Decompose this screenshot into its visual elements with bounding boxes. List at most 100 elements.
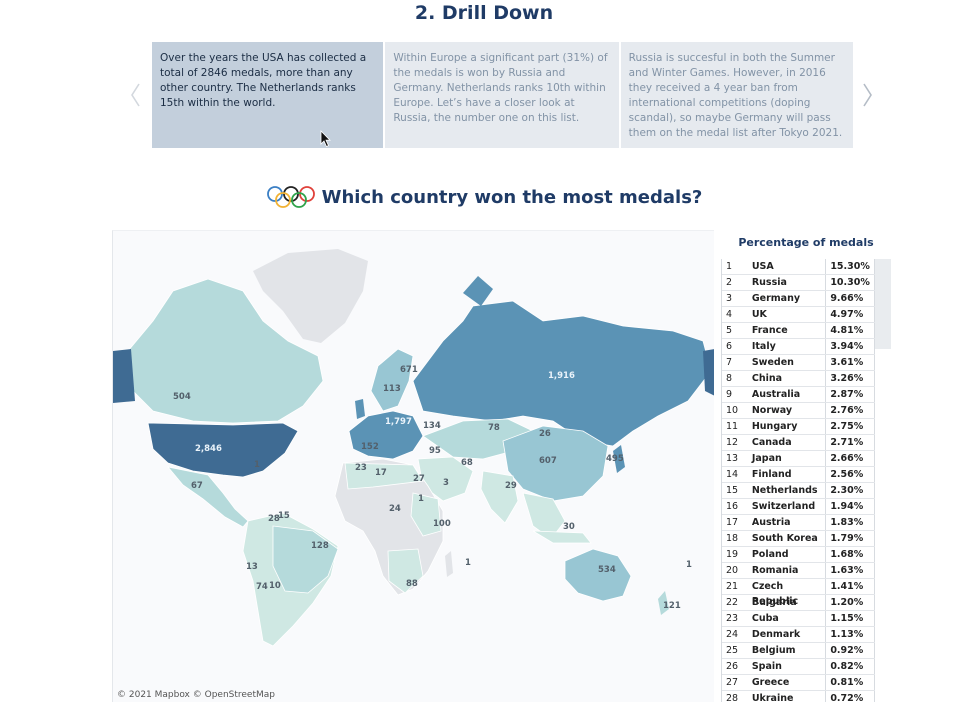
table-cell-rank: 6 (726, 341, 733, 352)
olympic-rings-icon (266, 186, 315, 208)
story-card-3[interactable]: Russia is succesful in both the Summer a… (620, 42, 853, 148)
india-region (480, 470, 519, 524)
table-cell-country: Ukraine (751, 693, 794, 702)
table-cell-country: Switzerland (751, 501, 816, 512)
table-row[interactable]: 21 Czech Republic 1.41% (722, 579, 875, 607)
table-cell-rank: 3 (726, 293, 733, 304)
table-cell-pct: 9.66% (825, 291, 875, 306)
map-label-iceland-region: 113 (383, 384, 401, 394)
map-label-mongolia: 26 (539, 429, 551, 439)
table-cell-rank: 1 (726, 261, 733, 272)
table-cell-rank: 27 (726, 677, 739, 688)
map-label-europe: 1,797 (385, 417, 412, 427)
table-cell-rank: 12 (726, 437, 739, 448)
question-title: Which country won the most medals? (321, 186, 703, 208)
table-cell-pct: 3.26% (825, 371, 875, 386)
story-card-2[interactable]: Within Europe a significant part (31%) o… (385, 42, 619, 148)
map-label-argentina: 74 (256, 582, 268, 592)
table-cell-pct: 0.92% (825, 643, 875, 658)
uk-region (355, 399, 365, 419)
table-cell-pct: 1.20% (825, 595, 875, 610)
table-row[interactable]: 1 USA 15.30% (722, 259, 875, 275)
table-cell-rank: 21 (726, 581, 739, 592)
table-cell-country: Australia (751, 389, 801, 400)
table-row[interactable]: 17 Austria 1.83% (722, 515, 875, 531)
table-cell-country: Norway (751, 405, 793, 416)
table-row[interactable]: 11 Hungary 2.75% (722, 419, 875, 435)
table-row[interactable]: 9 Australia 2.87% (722, 387, 875, 403)
table-row[interactable]: 23 Cuba 1.15% (722, 611, 875, 627)
percentage-table[interactable]: 1 USA 15.30% 2 Russia 10.30% 3 Germany 9.66% 4 UK 4… (721, 259, 875, 702)
china-region (502, 425, 609, 502)
map-label-spain: 152 (361, 442, 379, 452)
table-row[interactable]: 18 South Korea 1.79% (722, 531, 875, 547)
table-cell-country: Italy (751, 341, 776, 352)
table-cell-country: Denmark (751, 629, 801, 640)
table-cell-rank: 22 (726, 597, 739, 608)
table-row[interactable]: 6 Italy 3.94% (722, 339, 875, 355)
table-row[interactable]: 8 China 3.26% (722, 371, 875, 387)
map-label-indonesia: 30 (563, 522, 575, 532)
table-cell-country: USA (751, 261, 774, 272)
mouse-cursor-icon (320, 130, 331, 148)
map-label-venezuela: 15 (278, 511, 290, 521)
table-row[interactable]: 12 Canada 2.71% (722, 435, 875, 451)
europe-region (348, 410, 424, 460)
russia-island-region (463, 276, 493, 306)
table-row[interactable]: 2 Russia 10.30% (722, 275, 875, 291)
map-attribution: © 2021 Mapbox © OpenStreetMap (117, 690, 275, 700)
brazil-region (272, 525, 339, 594)
table-row[interactable]: 24 Denmark 1.13% (722, 627, 875, 643)
table-cell-pct: 2.66% (825, 451, 875, 466)
map-label-madagascar: 1 (465, 558, 471, 568)
table-row[interactable]: 25 Belgium 0.92% (722, 643, 875, 659)
table-cell-pct: 1.79% (825, 531, 875, 546)
percentage-table-title: Percentage of medals (738, 236, 874, 249)
table-cell-country: Greece (751, 677, 790, 688)
table-row[interactable]: 27 Greece 0.81% (722, 675, 875, 691)
map-label-caribbean: 1 (254, 460, 260, 470)
map-label-china: 607 (539, 456, 557, 466)
table-row[interactable]: 20 Romania 1.63% (722, 563, 875, 579)
table-cell-country: Austria (751, 517, 791, 528)
table-cell-country: Sweden (751, 357, 794, 368)
map-label-morocco: 23 (355, 463, 367, 473)
map-label-japan: 495 (606, 454, 624, 464)
table-row[interactable]: 3 Germany 9.66% (722, 291, 875, 307)
table-row[interactable]: 26 Spain 0.82% (722, 659, 875, 675)
carousel-prev-button[interactable] (128, 80, 142, 110)
greenland-region (253, 249, 368, 343)
table-cell-pct: 2.71% (825, 435, 875, 450)
map-label-saudi: 3 (443, 478, 449, 488)
map-label-kenya: 1 (418, 494, 424, 504)
table-scrollbar[interactable] (875, 259, 891, 349)
table-row[interactable]: 10 Norway 2.76% (722, 403, 875, 419)
table-row[interactable]: 16 Switzerland 1.94% (722, 499, 875, 515)
table-row[interactable]: 4 UK 4.97% (722, 307, 875, 323)
story-carousel: Over the years the USA has collected a t… (152, 42, 853, 148)
table-row[interactable]: 28 Ukraine 0.72% (722, 691, 875, 702)
table-cell-pct: 1.63% (825, 563, 875, 578)
medal-world-map[interactable]: 2,846 1,916 504 1,797 607 534 128 78 26 495 671 113… (112, 230, 714, 702)
table-row[interactable]: 7 Sweden 3.61% (722, 355, 875, 371)
table-row[interactable]: 22 Bulgaria 1.20% (722, 595, 875, 611)
table-cell-rank: 20 (726, 565, 739, 576)
table-cell-pct: 3.61% (825, 355, 875, 370)
map-label-kazakhstan: 78 (488, 423, 500, 433)
table-row[interactable]: 15 Netherlands 2.30% (722, 483, 875, 499)
south-africa-region (387, 548, 424, 594)
table-row[interactable]: 19 Poland 1.68% (722, 547, 875, 563)
story-card-1[interactable]: Over the years the USA has collected a t… (152, 42, 384, 148)
carousel-next-button[interactable] (861, 80, 875, 110)
table-row[interactable]: 13 Japan 2.66% (722, 451, 875, 467)
map-label-chile: 13 (246, 562, 258, 572)
map-label-colombia: 28 (268, 514, 280, 524)
se-asia-region (522, 492, 566, 540)
table-row[interactable]: 14 Finland 2.56% (722, 467, 875, 483)
table-cell-country: Spain (751, 661, 782, 672)
map-label-tanzania: 100 (433, 519, 451, 529)
table-row[interactable]: 5 France 4.81% (722, 323, 875, 339)
alaska-region (113, 349, 135, 403)
table-cell-pct: 1.94% (825, 499, 875, 514)
table-cell-country: Canada (751, 437, 792, 448)
